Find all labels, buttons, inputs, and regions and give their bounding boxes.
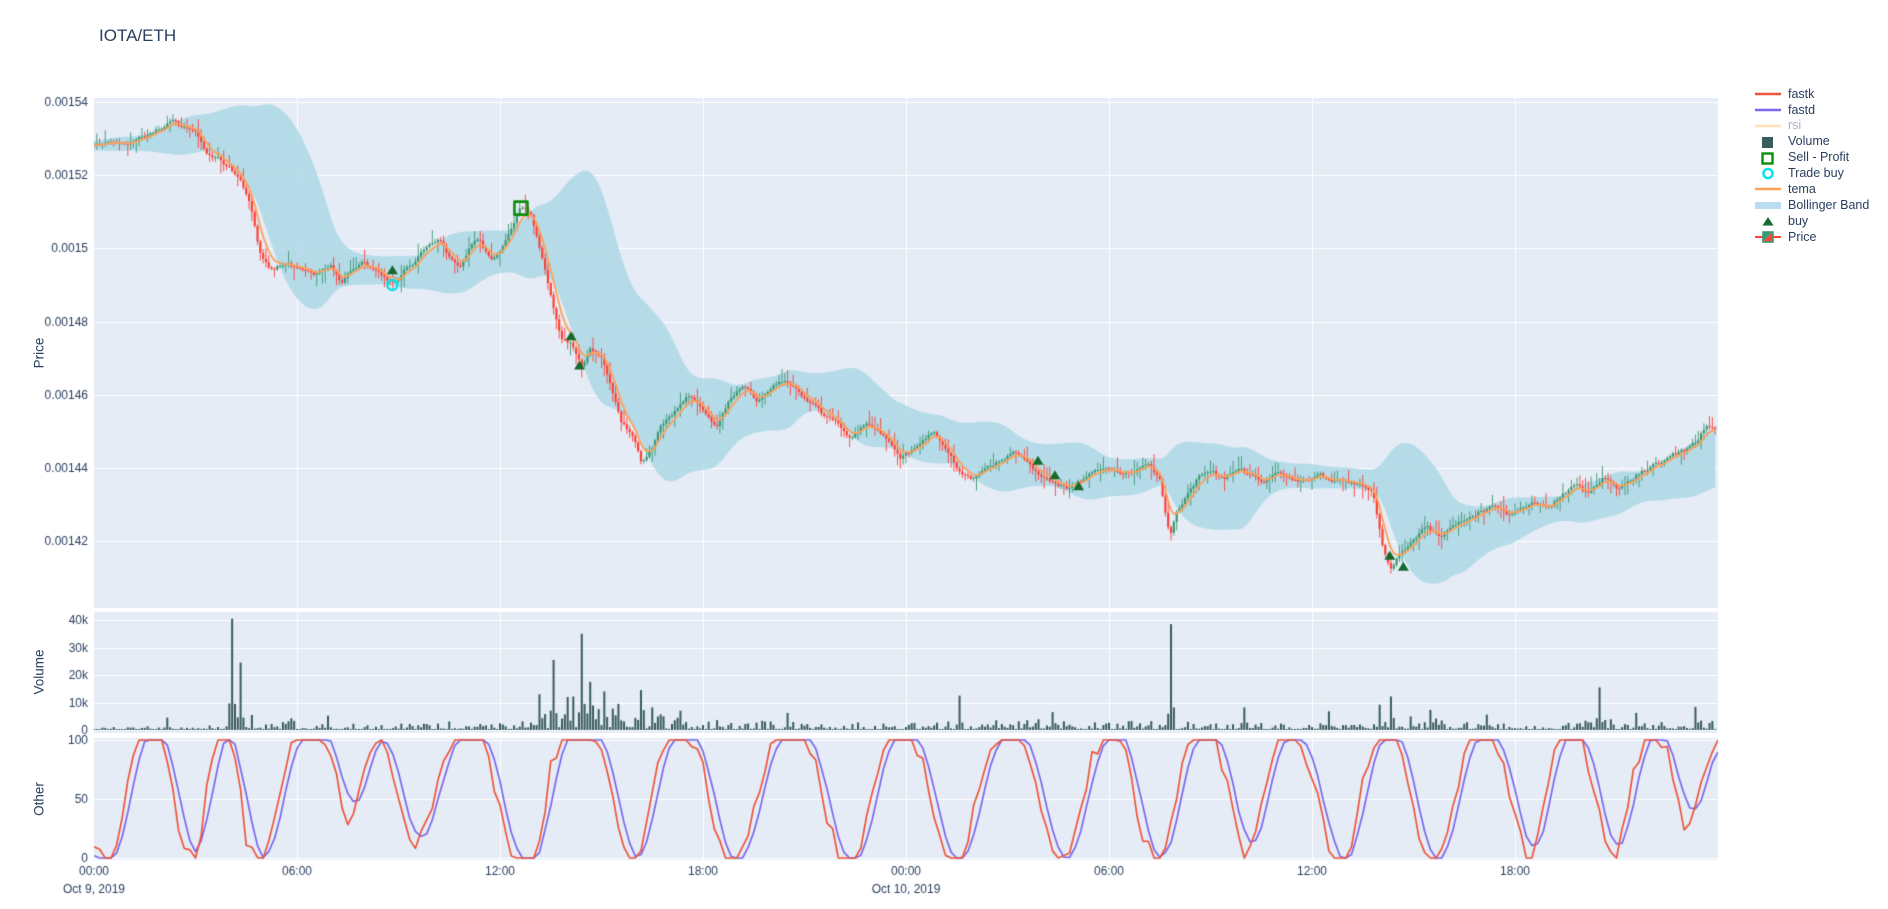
legend-item-price[interactable]: Price	[1753, 229, 1869, 245]
legend-label: fastd	[1788, 102, 1816, 117]
tema-line-icon	[1755, 187, 1781, 191]
price-axis-title: Price	[31, 337, 47, 369]
fastk-line-icon	[1755, 92, 1781, 96]
volume-axis-title: Volume	[31, 649, 47, 695]
legend-label: rsi	[1788, 118, 1802, 133]
legend-item-sell-profit[interactable]: Sell - Profit	[1753, 150, 1869, 166]
volume-square-icon	[1762, 136, 1773, 148]
legend-label: Sell - Profit	[1788, 150, 1850, 165]
sell-profit-square-icon	[1761, 151, 1774, 165]
legend: fastk fastd rsi Volume Sell - Profit Trade bu…	[1753, 86, 1869, 245]
legend-label: fastk	[1788, 86, 1815, 101]
legend-label: buy	[1788, 213, 1809, 228]
legend-label: Price	[1788, 229, 1817, 244]
legend-item-fastk[interactable]: fastk	[1753, 86, 1869, 102]
legend-item-trade-buy[interactable]: Trade buy	[1753, 165, 1869, 181]
legend-label: Bollinger Band	[1788, 197, 1870, 212]
rsi-line-icon	[1755, 124, 1781, 128]
buy-triangle-icon	[1762, 217, 1774, 226]
legend-item-volume[interactable]: Volume	[1753, 134, 1869, 150]
legend-item-tema[interactable]: tema	[1753, 181, 1869, 197]
legend-label: Volume	[1788, 134, 1830, 149]
legend-item-fastd[interactable]: fastd	[1753, 102, 1869, 118]
price-candlestick-icon	[1755, 231, 1781, 243]
bollinger-band-icon	[1755, 202, 1781, 210]
legend-item-bollinger-band[interactable]: Bollinger Band	[1753, 197, 1869, 213]
legend-label: tema	[1788, 182, 1816, 197]
chart-title: IOTA/ETH	[99, 26, 177, 45]
legend-item-rsi[interactable]: rsi	[1753, 118, 1869, 134]
legend-label: Trade buy	[1788, 166, 1844, 181]
fastd-line-icon	[1755, 108, 1781, 112]
other-axis-title: Other	[31, 782, 47, 816]
legend-item-buy[interactable]: buy	[1753, 213, 1869, 229]
trade-buy-circle-icon	[1762, 168, 1774, 180]
